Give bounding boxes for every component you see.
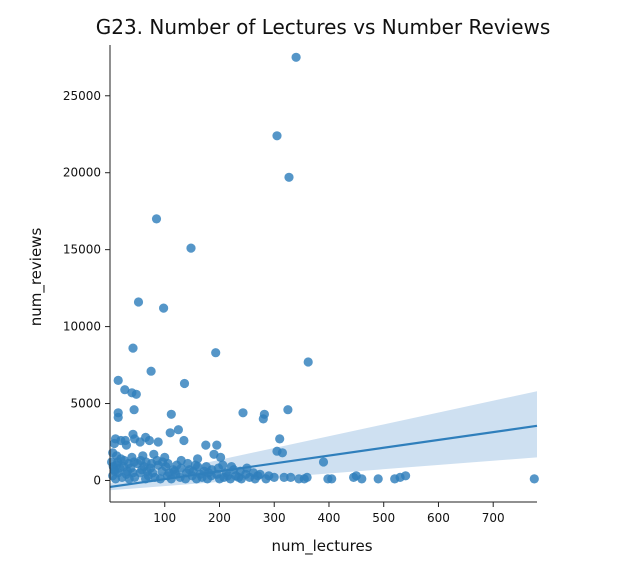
x-tick-label: 100 xyxy=(153,511,176,525)
data-point xyxy=(269,472,279,482)
data-point xyxy=(173,425,183,435)
data-point xyxy=(159,303,169,313)
data-point xyxy=(218,460,228,470)
data-point xyxy=(241,469,251,479)
x-tick-label: 300 xyxy=(263,511,286,525)
data-point xyxy=(291,52,301,62)
y-tick-label: 5000 xyxy=(70,397,101,411)
data-point xyxy=(157,466,167,476)
data-point xyxy=(135,437,145,447)
data-point xyxy=(133,297,144,307)
data-point xyxy=(129,405,139,415)
data-point xyxy=(186,243,196,253)
data-point xyxy=(190,460,200,470)
data-point xyxy=(238,408,248,418)
data-point xyxy=(120,385,130,395)
data-point xyxy=(253,471,263,481)
data-point xyxy=(258,414,268,424)
data-point xyxy=(211,348,221,358)
data-point xyxy=(303,357,313,367)
data-point xyxy=(277,448,287,458)
y-axis-label: num_reviews xyxy=(27,228,46,327)
x-tick-label: 500 xyxy=(372,511,395,525)
data-point xyxy=(279,472,289,482)
data-point xyxy=(327,474,337,484)
data-point xyxy=(216,452,226,462)
regression-line xyxy=(109,424,538,489)
data-point xyxy=(172,460,182,470)
data-point xyxy=(108,448,118,458)
data-point xyxy=(179,378,190,389)
data-point xyxy=(113,375,123,385)
data-point xyxy=(166,409,176,419)
data-point xyxy=(529,474,539,484)
x-tick-label: 400 xyxy=(318,511,341,525)
data-point xyxy=(261,474,271,484)
data-point xyxy=(183,458,193,469)
data-point xyxy=(128,343,138,353)
y-tick-label: 25000 xyxy=(63,89,101,103)
data-point xyxy=(165,428,175,438)
data-point xyxy=(373,474,383,484)
data-point xyxy=(151,214,162,224)
data-point xyxy=(318,457,329,467)
chart-title: G23. Number of Lectures vs Number Review… xyxy=(96,15,551,39)
data-point xyxy=(234,472,244,482)
data-point xyxy=(128,468,138,478)
data-point xyxy=(153,437,163,447)
data-point xyxy=(146,366,156,376)
data-point xyxy=(179,435,189,446)
data-point xyxy=(272,131,282,141)
y-tick-label: 10000 xyxy=(63,320,101,334)
data-point xyxy=(286,472,296,482)
y-tick-label: 0 xyxy=(93,473,101,487)
data-point xyxy=(131,389,141,399)
data-point xyxy=(275,434,285,444)
x-tick-label: 200 xyxy=(208,511,231,525)
data-point xyxy=(148,468,158,478)
data-point xyxy=(201,440,211,450)
x-tick-label: 600 xyxy=(427,511,450,525)
data-point xyxy=(121,440,131,450)
data-point xyxy=(110,466,120,476)
y-tick-label: 20000 xyxy=(63,166,101,180)
data-point xyxy=(302,472,312,482)
data-point xyxy=(109,438,119,449)
data-point xyxy=(357,474,367,484)
x-tick-label: 700 xyxy=(482,511,505,525)
axes-layer: 100 200 300 400 500 600 700 0 5000 10000 15000 2000… xyxy=(63,45,537,525)
data-point xyxy=(113,412,123,422)
data-point xyxy=(401,471,411,481)
data-point xyxy=(163,458,173,469)
data-point xyxy=(144,435,154,446)
data-point xyxy=(212,440,222,450)
data-point xyxy=(283,405,293,415)
data-point xyxy=(223,471,233,481)
y-tick-label: 15000 xyxy=(63,243,101,257)
data-point xyxy=(201,462,211,472)
regression-line-layer xyxy=(109,424,538,489)
data-point xyxy=(284,172,294,182)
x-axis-label: num_lectures xyxy=(271,537,372,556)
